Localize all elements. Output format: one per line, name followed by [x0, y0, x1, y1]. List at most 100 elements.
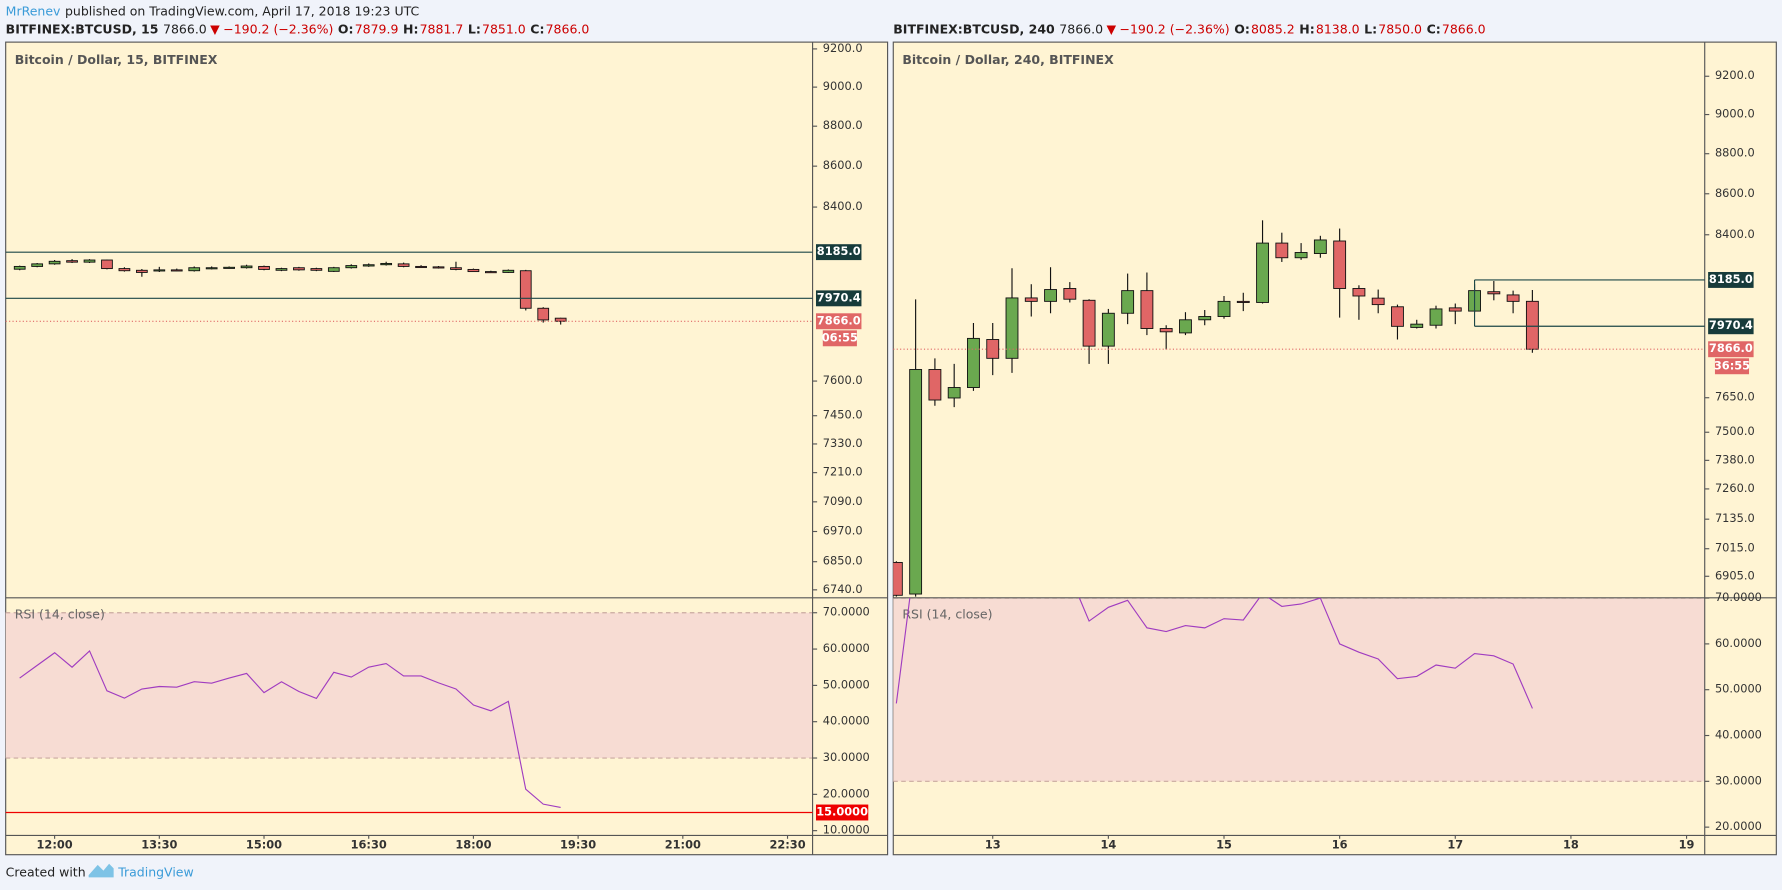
candle-body	[397, 263, 410, 267]
change: −190.2 (−2.36%)	[1119, 21, 1229, 36]
candle-body	[1005, 297, 1019, 359]
candle-body	[1024, 297, 1038, 302]
rsi-tick-label: 60.0000	[1715, 636, 1762, 650]
ohlc-value: 7881.7	[420, 21, 464, 36]
rsi-tick-label: 70.0000	[1715, 590, 1762, 604]
ohlc-value: 7879.9	[355, 21, 399, 36]
level-label-bg	[815, 244, 862, 261]
candle-body	[188, 267, 201, 272]
last-price-bg	[815, 313, 862, 330]
y-tick-label: 7090.0	[823, 494, 863, 508]
x-tick-label: 15	[1216, 838, 1232, 852]
candle-body	[1044, 289, 1057, 302]
y-tick-label: 6970.0	[823, 524, 863, 538]
ohlc-value: 7866.0	[546, 21, 590, 36]
level-label-bg	[1708, 271, 1754, 288]
y-tick-label: 6850.0	[823, 554, 863, 568]
candle-body	[1506, 294, 1520, 302]
candle-body	[31, 263, 44, 267]
candle-body	[1217, 300, 1231, 317]
ohlc-value: 7851.0	[482, 21, 526, 36]
price: 7866.0	[1059, 21, 1103, 36]
candle-body	[1410, 323, 1424, 328]
candle-body	[345, 265, 358, 269]
symbol: BITFINEX:BTCUSD, 240	[893, 21, 1055, 36]
candle-body	[1198, 316, 1212, 321]
countdown: 36:55	[1714, 358, 1750, 372]
page-header: MrRenev published on TradingView.com, Apr…	[6, 3, 420, 18]
level-label: 8185.0	[1709, 272, 1753, 286]
rsi-tick-label: 10.0000	[823, 823, 870, 837]
footer-brand[interactable]: TradingView	[117, 864, 194, 879]
x-tick-label: 14	[1100, 838, 1116, 852]
rsi-band	[5, 612, 813, 759]
rsi-tick-label: 20.0000	[823, 786, 870, 800]
candle-body	[1352, 288, 1366, 297]
chart-header: BITFINEX:BTCUSD, 240 7866.0 ▼ −190.2 (−2.36…	[893, 21, 1485, 36]
rsi-tick-label: 20.0000	[1715, 819, 1762, 833]
level-label-bg	[815, 290, 862, 307]
candle-body	[415, 265, 427, 269]
rsi-tick-label: 60.0000	[823, 641, 870, 655]
symbol: BITFINEX:BTCUSD, 15	[6, 21, 159, 36]
candle-body	[136, 269, 148, 273]
chart-header: BITFINEX:BTCUSD, 15 7866.0 ▼ −190.2 (−2.36%…	[6, 21, 590, 36]
y-tick-label: 7500.0	[1715, 424, 1755, 438]
candle-body	[13, 265, 26, 270]
y-tick-label: 8400.0	[1715, 227, 1755, 241]
y-tick-label: 8600.0	[1715, 186, 1755, 200]
author[interactable]: MrRenev	[6, 3, 61, 18]
ohlc-value: 8085.2	[1251, 21, 1295, 36]
candle-body	[223, 266, 235, 269]
candle-body	[1159, 328, 1173, 333]
candle-body	[519, 270, 532, 309]
candle-body	[1391, 306, 1404, 327]
candle-body	[1294, 252, 1308, 259]
candle-body	[1313, 239, 1327, 254]
x-tick-label: 13	[985, 838, 1001, 852]
change-arrow: ▼	[1106, 21, 1116, 36]
ohlc-label: L:	[1364, 21, 1377, 36]
candle-body	[1179, 319, 1192, 334]
ohlc-label: H:	[403, 21, 418, 36]
level-label: 8185.0	[817, 244, 861, 258]
rsi-line	[895, 597, 1533, 709]
countdown-bg	[822, 330, 857, 347]
x-tick-label: 13:30	[141, 838, 177, 852]
x-tick-label: 15:00	[246, 838, 282, 852]
candle-body	[1236, 300, 1250, 303]
y-tick-label: 7650.0	[1715, 390, 1755, 404]
y-tick-label: 7210.0	[823, 465, 863, 479]
ohlc-label: C:	[530, 21, 544, 36]
candle-body	[153, 269, 166, 272]
y-tick-label: 7015.0	[1715, 541, 1755, 555]
x-tick-label: 16	[1332, 838, 1348, 852]
y-tick-label: 9200.0	[823, 41, 863, 55]
candle-body	[467, 268, 480, 273]
footer-text: Created with	[6, 864, 86, 879]
x-tick-label: 12:00	[37, 838, 73, 852]
candle-body	[893, 561, 903, 596]
candle-body	[537, 307, 550, 321]
change-arrow: ▼	[210, 21, 220, 36]
candle-body	[240, 265, 253, 269]
ohlc-value: 7850.0	[1378, 21, 1422, 36]
y-tick-label: 9000.0	[1715, 107, 1755, 121]
candle-body	[66, 260, 78, 263]
level-label: 7970.4	[1709, 318, 1753, 332]
y-tick-label: 9000.0	[823, 79, 863, 93]
y-tick-label: 7600.0	[823, 373, 863, 387]
candle-body	[380, 262, 393, 266]
countdown: 06:55	[822, 330, 858, 344]
y-tick-label: 7135.0	[1715, 511, 1755, 525]
rsi-level-label: 15.0000	[816, 804, 868, 818]
change: −190.2 (−2.36%)	[223, 21, 333, 36]
y-tick-label: 8800.0	[823, 118, 863, 132]
ohlc-label: C:	[1427, 21, 1441, 36]
candle-body	[170, 269, 183, 272]
rsi-tick-label: 70.0000	[823, 605, 870, 619]
rsi-tick-label: 40.0000	[823, 714, 870, 728]
y-tick-label: 7380.0	[1715, 452, 1755, 466]
